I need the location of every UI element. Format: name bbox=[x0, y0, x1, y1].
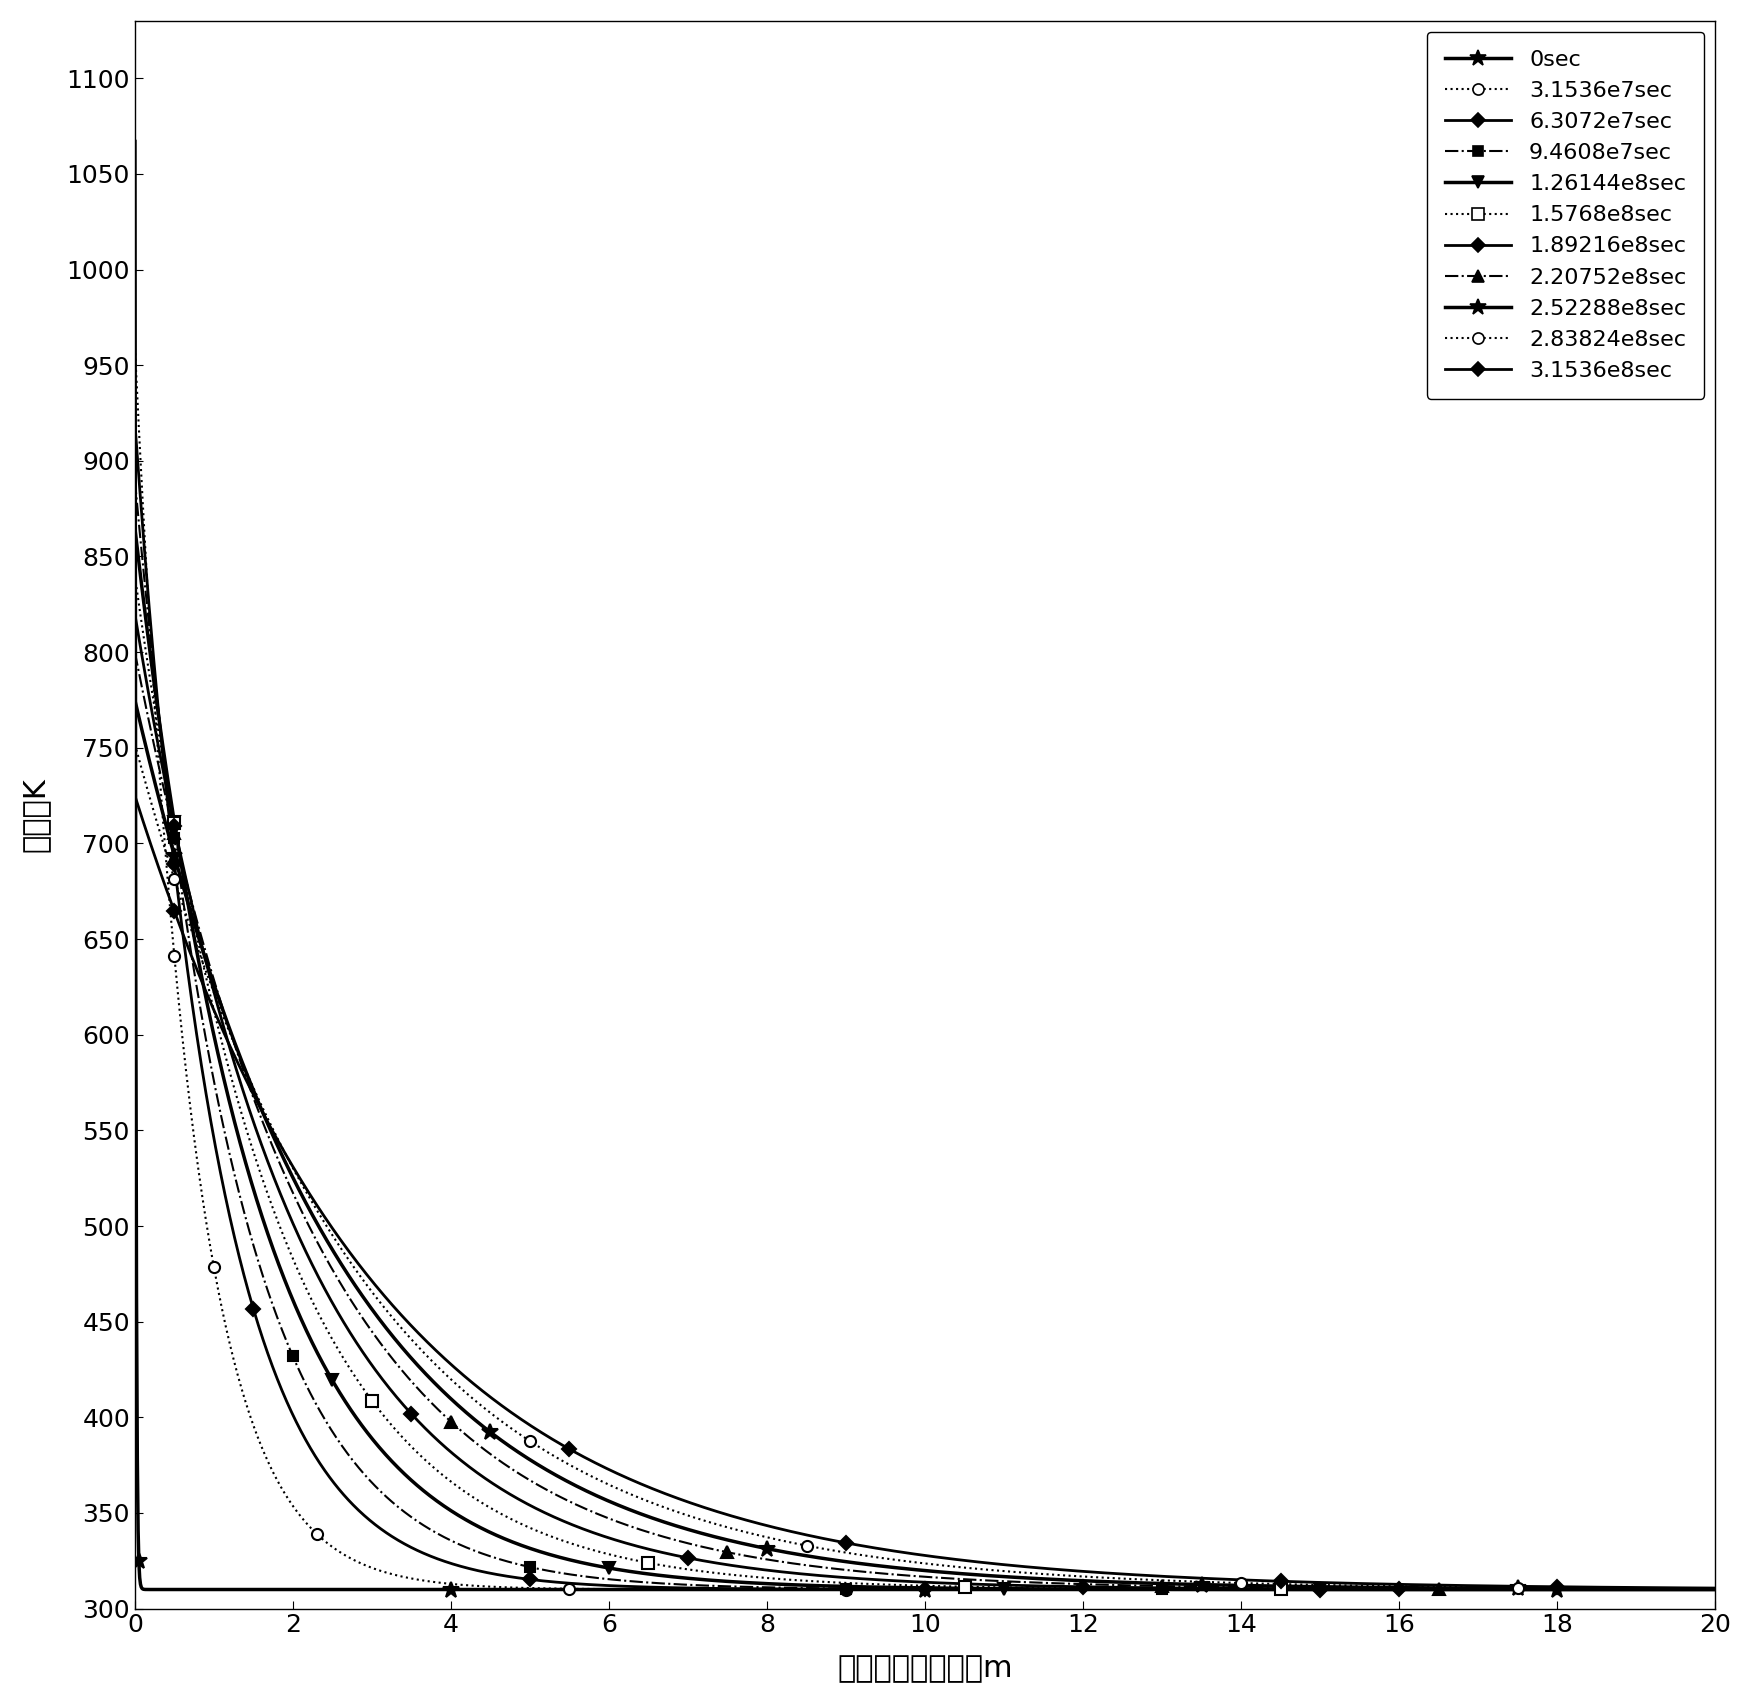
Y-axis label: 温度，K: 温度，K bbox=[21, 777, 49, 852]
X-axis label: 距井眼轴线距离，m: 距井眼轴线距离，m bbox=[837, 1655, 1013, 1684]
Legend: 0sec, 3.1536e7sec, 6.3072e7sec, 9.4608e7sec, 1.26144e8sec, 1.5768e8sec, 1.89216e: 0sec, 3.1536e7sec, 6.3072e7sec, 9.4608e7… bbox=[1426, 32, 1705, 399]
